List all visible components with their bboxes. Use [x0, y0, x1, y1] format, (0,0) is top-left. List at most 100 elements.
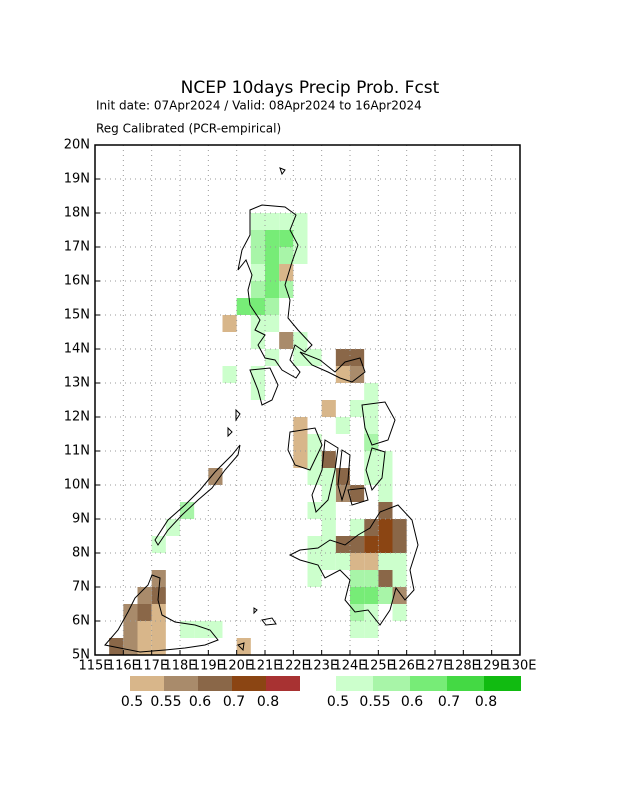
y-tick-label: 9N	[72, 512, 90, 527]
legend-label: 0.5	[327, 694, 349, 710]
y-tick-label: 20N	[64, 138, 90, 153]
prob-cell	[392, 587, 407, 604]
x-tick-label: 122E	[277, 659, 310, 674]
legend-label: 0.8	[257, 694, 279, 710]
legend-swatch	[336, 676, 373, 691]
prob-cell	[265, 247, 280, 264]
legend-swatch	[232, 676, 266, 691]
panay	[287, 427, 323, 471]
prob-cell	[350, 604, 365, 621]
prob-cell	[279, 264, 294, 281]
prob-cell	[208, 621, 223, 638]
y-tick-label: 10N	[64, 478, 90, 493]
legend-swatch	[484, 676, 521, 691]
legend-label: 0.55	[359, 694, 390, 710]
prob-cell	[265, 315, 280, 332]
borneo	[104, 574, 219, 653]
prob-cell	[378, 468, 393, 485]
prob-cell	[137, 604, 152, 621]
legends: 0.5 0.55 0.6 0.7 0.8 0.5 0.55 0.6 0.7 0.8	[121, 676, 521, 710]
prob-cell	[293, 230, 308, 247]
legend-label: 0.7	[438, 694, 460, 710]
prob-cell	[137, 587, 152, 604]
y-tick-label: 12N	[64, 410, 90, 425]
x-tick-label: 123E	[305, 659, 338, 674]
prob-cell	[321, 553, 336, 570]
prob-cell	[378, 451, 393, 468]
prob-cell	[364, 417, 379, 434]
prob-cell	[250, 281, 265, 298]
prob-cell	[307, 536, 322, 553]
legend-swatch	[198, 676, 232, 691]
prob-cell	[321, 485, 336, 502]
x-tick-label: 128E	[447, 659, 480, 674]
y-tick-label: 5N	[72, 648, 90, 663]
legend-swatch	[447, 676, 484, 691]
prob-cell	[364, 519, 379, 536]
x-tick-label: 117E	[135, 659, 168, 674]
legend-swatch	[164, 676, 198, 691]
prob-cell	[350, 519, 365, 536]
prob-cell	[378, 587, 393, 604]
legend-label: 0.5	[121, 694, 143, 710]
legend-label: 0.6	[189, 694, 211, 710]
samar	[361, 401, 396, 446]
y-tick-label: 6N	[72, 614, 90, 629]
prob-cell	[350, 553, 365, 570]
prob-cell	[321, 400, 336, 417]
x-tick-label: 125E	[362, 659, 395, 674]
x-tick-label: 120E	[220, 659, 253, 674]
prob-cell	[250, 298, 265, 315]
prob-cell	[180, 621, 195, 638]
mindoro	[249, 367, 279, 406]
x-tick-label: 121E	[248, 659, 281, 674]
x-tick-label: 124E	[333, 659, 366, 674]
prob-cell	[194, 621, 209, 638]
prob-cell	[364, 570, 379, 587]
prob-cell	[109, 638, 124, 655]
prob-cell	[364, 400, 379, 417]
prob-cell	[250, 366, 265, 383]
prob-cell	[364, 383, 379, 400]
y-tick-label: 15N	[64, 308, 90, 323]
prob-cell	[350, 587, 365, 604]
prob-cell	[350, 400, 365, 417]
prob-cell	[123, 621, 138, 638]
prob-cell	[293, 247, 308, 264]
prob-cell	[222, 315, 237, 332]
legend-swatch	[373, 676, 410, 691]
bohol	[347, 487, 369, 506]
prob-cell	[378, 519, 393, 536]
subtitle: Init date: 07Apr2024 / Valid: 08Apr2024 …	[96, 99, 422, 113]
prob-cell	[222, 366, 237, 383]
prob-cell	[265, 213, 280, 230]
prob-cell	[392, 519, 407, 536]
prob-cell	[350, 485, 365, 502]
legend-label: 0.8	[475, 694, 497, 710]
prob-cell	[364, 536, 379, 553]
prob-cell	[307, 502, 322, 519]
y-tick-label: 8N	[72, 546, 90, 561]
prob-cell	[265, 264, 280, 281]
prob-cell	[123, 604, 138, 621]
x-tick-label: 116E	[107, 659, 140, 674]
coastlines	[104, 167, 419, 653]
prob-cell	[279, 213, 294, 230]
prob-cell	[265, 281, 280, 298]
prob-cell	[321, 451, 336, 468]
prob-cell	[293, 434, 308, 451]
prob-cell	[364, 587, 379, 604]
prob-cell	[364, 604, 379, 621]
legend-swatch	[130, 676, 164, 691]
mindanao	[288, 504, 419, 626]
x-tick-label: 130E	[503, 659, 536, 674]
prob-cell	[350, 621, 365, 638]
prob-cell	[265, 298, 280, 315]
prob-cell	[350, 366, 365, 383]
prob-cell	[151, 621, 166, 638]
prob-cell	[350, 349, 365, 366]
prob-cell	[123, 638, 138, 655]
prob-cell	[378, 553, 393, 570]
y-tick-label: 17N	[64, 240, 90, 255]
x-tick-label: 115E	[78, 659, 111, 674]
